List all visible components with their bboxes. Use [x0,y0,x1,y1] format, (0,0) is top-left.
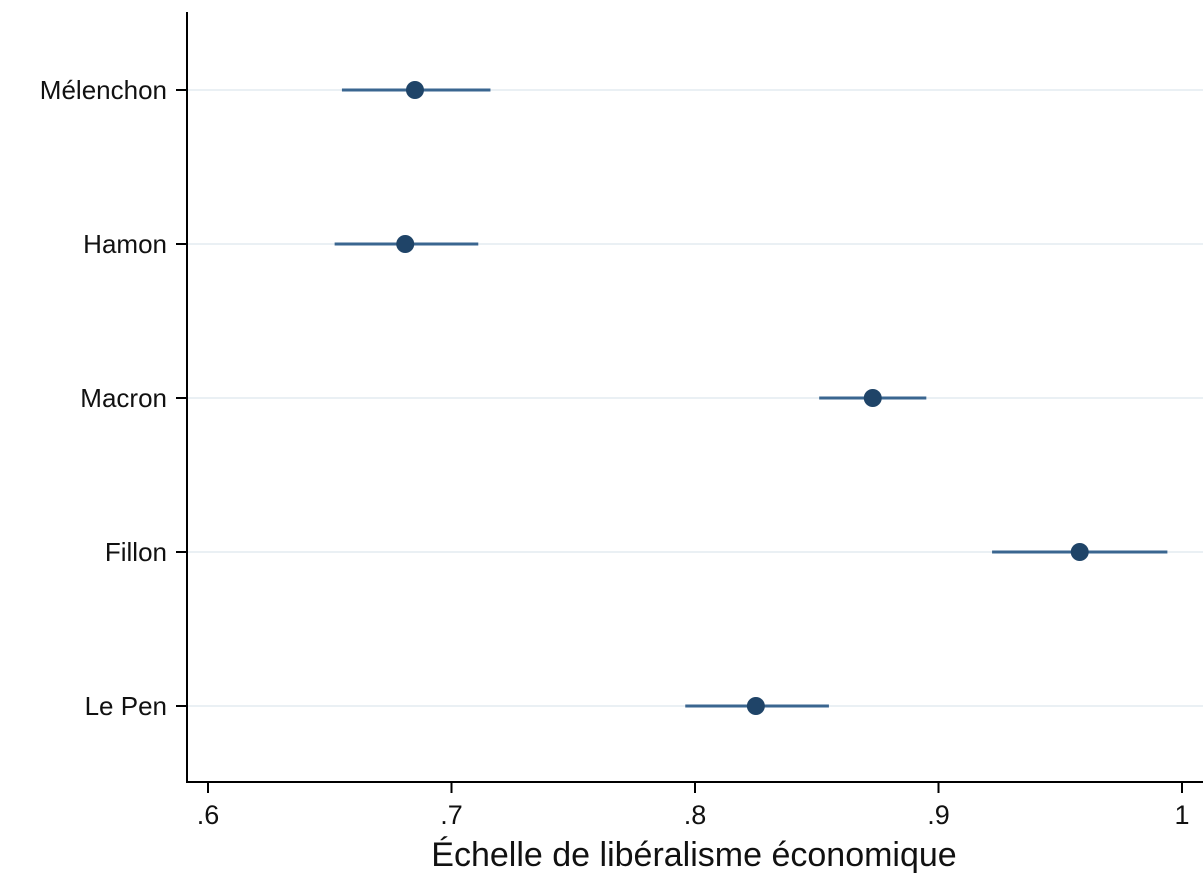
y-tick-label: Macron [80,383,167,413]
x-axis-title: Échelle de libéralisme économique [431,836,956,873]
x-tick-label: .8 [684,800,707,830]
y-tick-label: Hamon [83,229,167,259]
point-marker [863,389,882,407]
x-tick-label: .6 [197,800,220,830]
y-tick-label: Fillon [105,537,167,567]
point-marker [405,81,424,99]
point-marker [1070,543,1089,561]
x-tick-label: .7 [440,800,463,830]
y-tick-label: Mélenchon [40,75,167,105]
data-points [396,81,1089,715]
point-marker [396,235,415,253]
x-ticks: .6 .7 .8 .9 1 [197,782,1190,830]
x-tick-label: 1 [1174,800,1189,830]
gridlines [188,89,1203,707]
x-tick-label: .9 [927,800,950,830]
point-marker [746,697,765,715]
y-tick-labels: Mélenchon Hamon Macron Fillon Le Pen [40,75,187,721]
y-tick-label: Le Pen [85,691,167,721]
